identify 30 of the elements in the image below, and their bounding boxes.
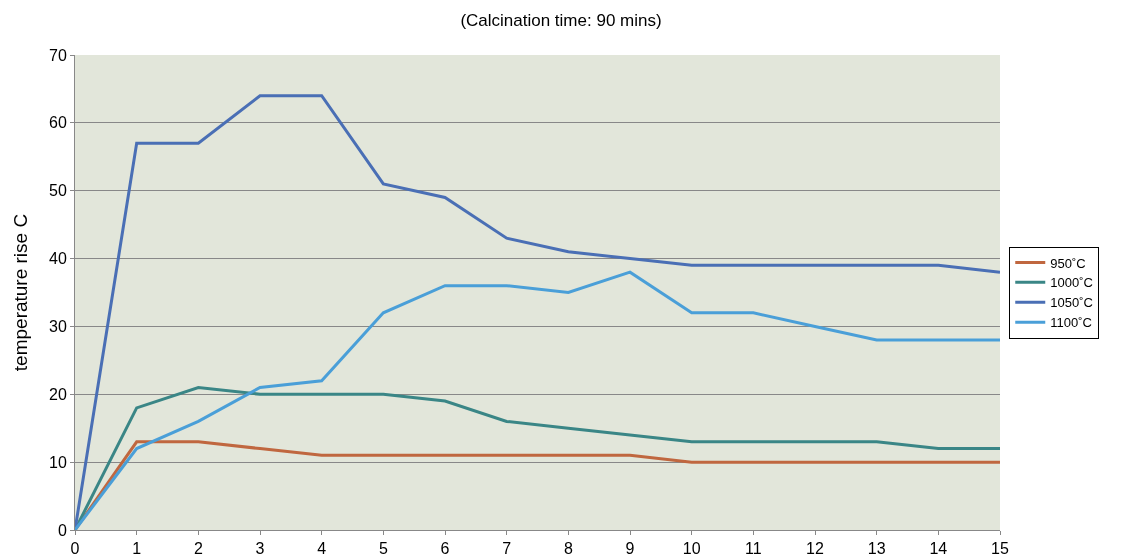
legend-label: 950˚C — [1050, 255, 1086, 271]
x-tick-label: 8 — [563, 540, 573, 558]
x-tick-label: 10 — [682, 540, 701, 558]
y-tick-label: 60 — [49, 114, 67, 132]
y-tick-label: 0 — [57, 521, 67, 539]
legend-label: 1000˚C — [1050, 275, 1093, 291]
x-tick-label: 12 — [806, 540, 824, 558]
chart-title: (Calcination time: 90 mins) — [460, 10, 662, 30]
x-tick-label: 11 — [745, 540, 762, 558]
x-tick-label: 4 — [317, 540, 327, 558]
y-tick-label: 10 — [49, 453, 67, 471]
y-tick-label: 50 — [49, 182, 67, 200]
y-tick-label: 40 — [49, 250, 67, 268]
x-tick-label: 5 — [378, 540, 388, 558]
legend-label: 1100˚C — [1050, 315, 1092, 331]
x-tick-label: 1 — [132, 540, 142, 558]
x-tick-label: 9 — [625, 540, 635, 558]
x-tick-label: 6 — [440, 540, 450, 558]
y-tick-label: 20 — [49, 385, 67, 403]
y-tick-label: 70 — [49, 46, 67, 64]
x-tick-label: 0 — [70, 540, 80, 558]
legend-label: 1050˚C — [1050, 295, 1093, 311]
x-tick-label: 14 — [929, 540, 948, 558]
y-axis-title: temperature rise C — [10, 213, 31, 372]
x-tick-label: 3 — [255, 540, 265, 558]
y-tick-label: 30 — [49, 318, 67, 336]
x-tick-label: 13 — [867, 540, 886, 558]
x-tick-label: 15 — [991, 540, 1009, 558]
x-tick-label: 7 — [502, 540, 512, 558]
x-tick-label: 2 — [193, 540, 203, 558]
